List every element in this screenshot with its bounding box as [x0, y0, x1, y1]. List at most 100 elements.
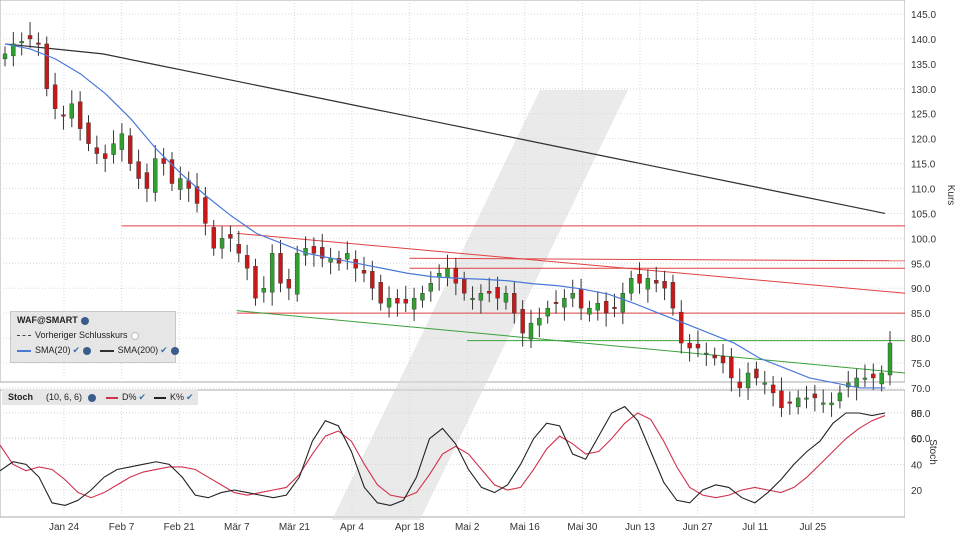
trend-line — [236, 232, 906, 294]
candle — [111, 143, 116, 155]
candle — [295, 253, 300, 295]
candle — [679, 311, 684, 344]
stoch-tick-label: 80 — [911, 409, 923, 420]
candle — [470, 297, 475, 300]
trend-line — [236, 310, 906, 374]
watermark-logo — [332, 90, 628, 520]
settings-icon[interactable] — [170, 346, 179, 355]
x-tick-label: Jul 25 — [799, 522, 826, 533]
x-tick-label: Jun 13 — [625, 522, 655, 533]
settings-icon[interactable] — [83, 346, 92, 355]
candle — [562, 297, 567, 308]
candle — [503, 293, 509, 303]
y-tick-label: 75.0 — [911, 359, 931, 370]
candle — [370, 271, 375, 289]
candle — [286, 279, 292, 289]
y-tick-label: 90.0 — [911, 284, 931, 295]
candle — [345, 253, 350, 260]
y-tick-label: 130.0 — [911, 85, 936, 96]
check-icon[interactable]: ✔ — [160, 345, 168, 355]
x-tick-label: Mär 21 — [279, 522, 311, 533]
settings-icon[interactable] — [80, 316, 89, 325]
settings-icon[interactable] — [88, 393, 96, 402]
candle — [211, 227, 216, 249]
check-icon[interactable]: ✔ — [72, 345, 81, 355]
candle — [520, 308, 525, 334]
candle — [2, 53, 8, 60]
candle — [253, 266, 258, 299]
candle — [44, 43, 49, 89]
candle — [704, 352, 709, 355]
candle — [153, 158, 158, 193]
candle — [595, 302, 600, 311]
candle — [86, 122, 91, 144]
candle — [879, 372, 884, 385]
candle — [654, 280, 659, 284]
candle — [445, 268, 450, 278]
x-tick-label: Apr 18 — [395, 522, 425, 533]
candle — [754, 368, 759, 379]
candle — [837, 392, 843, 402]
candle — [770, 384, 776, 394]
candle — [829, 402, 834, 406]
candle — [478, 293, 484, 301]
candle — [169, 159, 175, 184]
axis-area — [905, 0, 960, 540]
candle — [453, 268, 459, 284]
d-swatch — [106, 396, 118, 399]
candle — [587, 307, 592, 315]
stoch-params: (10, 6, 6) — [46, 392, 83, 402]
y-tick-label: 100.0 — [911, 234, 936, 245]
stoch-title: Stoch — [8, 392, 34, 402]
candle — [395, 297, 400, 304]
candle — [712, 354, 717, 359]
candle — [487, 291, 492, 294]
candle — [720, 355, 726, 364]
stoch-k-line — [0, 405, 886, 506]
x-tick-label: Jan 24 — [49, 522, 79, 533]
candle — [695, 343, 701, 349]
stoch-axis-label: Stoch — [927, 439, 938, 465]
candle — [69, 103, 74, 119]
y-tick-label: 125.0 — [911, 110, 936, 121]
y-tick-label: 120.0 — [911, 135, 936, 146]
y-tick-label: 110.0 — [911, 185, 936, 196]
candle — [428, 283, 434, 292]
candle — [737, 381, 742, 389]
candle — [278, 253, 283, 284]
candle — [36, 42, 41, 45]
x-tick-label: Jun 27 — [683, 522, 713, 533]
x-tick-label: Mai 2 — [455, 522, 480, 533]
candle — [729, 356, 734, 379]
candle — [102, 153, 108, 159]
candle — [128, 135, 133, 164]
x-tick-label: Feb 7 — [109, 522, 135, 533]
candle — [779, 390, 784, 409]
candle — [161, 158, 166, 164]
candle — [119, 133, 125, 150]
y-tick-label: 135.0 — [911, 60, 936, 71]
candle — [61, 114, 66, 117]
candle — [495, 287, 500, 299]
candle — [795, 397, 801, 408]
stoch-tick-label: 20 — [911, 486, 923, 497]
candle — [762, 382, 767, 385]
y-tick-label: 80.0 — [911, 334, 931, 345]
candle — [136, 161, 141, 179]
y-tick-label: 105.0 — [911, 209, 936, 220]
y-tick-label: 95.0 — [911, 259, 931, 270]
legend-sma200: SMA(200) — [117, 345, 159, 355]
candle — [194, 186, 200, 204]
candle — [512, 293, 517, 314]
candle — [94, 147, 100, 154]
toggle-icon[interactable] — [130, 331, 139, 340]
candle — [386, 297, 392, 308]
stoch-d-line — [0, 412, 886, 499]
check-icon[interactable]: ✔ — [186, 392, 194, 402]
k-swatch — [154, 396, 166, 399]
x-tick-label: Apr 4 — [340, 522, 364, 533]
candle — [804, 397, 809, 400]
check-icon[interactable]: ✔ — [138, 392, 147, 402]
candle — [311, 246, 317, 254]
